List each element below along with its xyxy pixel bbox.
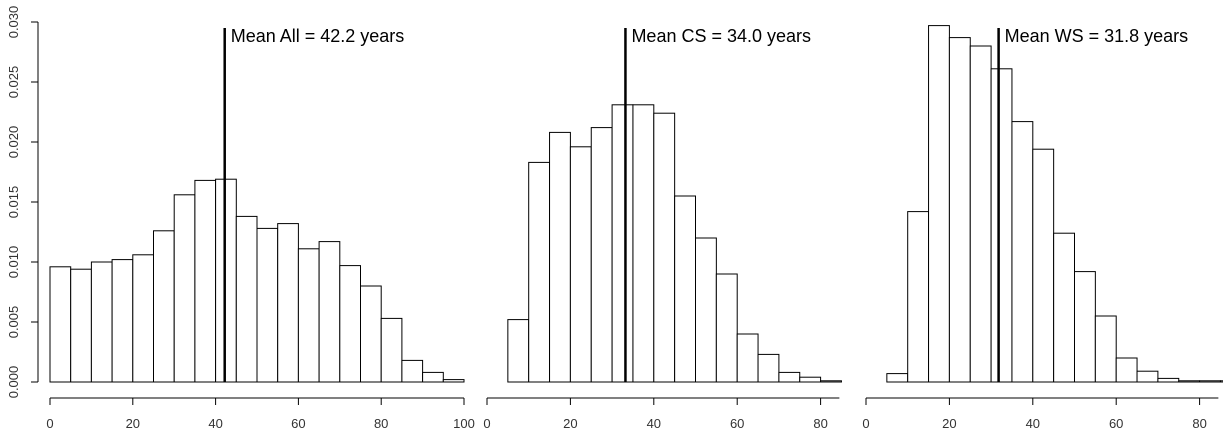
histogram-bar xyxy=(632,104,655,383)
x-tick-label: 20 xyxy=(126,416,140,431)
y-tick-label: 0.010 xyxy=(6,246,21,279)
histogram-bar xyxy=(886,373,909,383)
histogram-bar xyxy=(442,379,465,383)
histogram-bar xyxy=(736,333,759,383)
x-tick-label: 40 xyxy=(647,416,661,431)
histogram-bar xyxy=(549,131,571,383)
x-tick-label: 20 xyxy=(942,416,956,431)
histogram-panel-all: 0 20 40 60 80 100 Mean All = 42.2 years xyxy=(46,26,474,431)
histogram-bar xyxy=(969,45,992,383)
histogram-bar xyxy=(132,254,155,383)
histogram-bar xyxy=(1115,357,1138,383)
histogram-bar xyxy=(422,371,444,383)
histogram-bar xyxy=(173,194,196,383)
histogram-bar xyxy=(1032,148,1055,383)
histogram-bar xyxy=(674,195,697,383)
histogram-bar xyxy=(820,380,842,383)
histogram-bar xyxy=(194,179,217,383)
y-tick-label: 0.000 xyxy=(6,366,21,399)
x-tick-label: 0 xyxy=(483,416,490,431)
histogram-bar xyxy=(569,146,592,383)
histogram-bar xyxy=(153,230,175,383)
histogram-bar xyxy=(360,285,382,383)
histogram-bar xyxy=(1219,380,1223,383)
mean-label: Mean All = 42.2 years xyxy=(231,26,405,46)
x-tick-label: 80 xyxy=(374,416,388,431)
histogram-bar xyxy=(590,127,613,383)
y-tick-label: 0.015 xyxy=(6,186,21,219)
histogram-bar xyxy=(928,25,950,383)
histogram-bar xyxy=(318,241,341,383)
histogram-bar xyxy=(611,104,634,383)
histogram-panel-ws: 0 20 40 60 80 Mean WS = 31.8 years xyxy=(862,25,1223,431)
histogram-bar xyxy=(256,227,279,383)
histogram-bar xyxy=(49,266,72,383)
x-tick-label: 60 xyxy=(730,416,744,431)
mean-label: Mean CS = 34.0 years xyxy=(631,26,811,46)
histogram-bar xyxy=(507,319,530,383)
histogram-bar xyxy=(1178,380,1201,383)
histogram-panel-cs: 0 20 40 60 80 Mean CS = 34.0 years xyxy=(483,26,842,431)
histogram-bar xyxy=(1011,121,1034,383)
x-tick-label: 80 xyxy=(1192,416,1206,431)
x-tick-label: 60 xyxy=(291,416,305,431)
histogram-bar xyxy=(778,371,801,383)
histogram-bar xyxy=(653,112,676,383)
histogram-bar xyxy=(1157,377,1180,383)
y-tick-label: 0.025 xyxy=(6,66,21,99)
histogram-bar xyxy=(401,359,424,383)
histogram-bar xyxy=(1136,370,1159,383)
x-tick-label: 100 xyxy=(453,416,475,431)
y-axis: 0.000 0.005 0.010 0.015 0.020 0.025 0.030 xyxy=(6,6,39,399)
mean-label: Mean WS = 31.8 years xyxy=(1005,26,1189,46)
x-tick-label: 40 xyxy=(1026,416,1040,431)
histogram-bar xyxy=(1199,380,1221,383)
histogram-bar xyxy=(757,353,780,383)
histogram-bar xyxy=(339,265,361,383)
histogram-bar xyxy=(235,215,258,383)
y-tick-label: 0.005 xyxy=(6,306,21,339)
histogram-bar xyxy=(948,37,971,383)
histogram-bar xyxy=(1053,232,1076,383)
histogram-bar xyxy=(297,248,320,383)
histogram-bar xyxy=(380,317,403,383)
y-tick-label: 0.030 xyxy=(6,6,21,39)
x-tick-label: 80 xyxy=(813,416,827,431)
histogram-bar xyxy=(695,237,717,383)
histogram-bar xyxy=(528,161,551,383)
histogram-bar xyxy=(90,261,113,383)
histogram-bar xyxy=(990,68,1013,383)
histogram-bar xyxy=(1074,271,1096,383)
histogram-bar xyxy=(70,268,92,383)
x-tick-label: 60 xyxy=(1109,416,1123,431)
histogram-bar xyxy=(715,273,738,383)
histogram-bar xyxy=(1094,315,1117,383)
histogram-bar xyxy=(111,259,134,383)
x-tick-label: 0 xyxy=(862,416,869,431)
histogram-bar xyxy=(907,211,930,383)
y-tick-label: 0.020 xyxy=(6,126,21,159)
histogram-bar xyxy=(799,376,822,383)
x-tick-label: 0 xyxy=(46,416,53,431)
x-tick-label: 40 xyxy=(208,416,222,431)
histogram-bar xyxy=(277,223,299,383)
x-tick-label: 20 xyxy=(563,416,577,431)
